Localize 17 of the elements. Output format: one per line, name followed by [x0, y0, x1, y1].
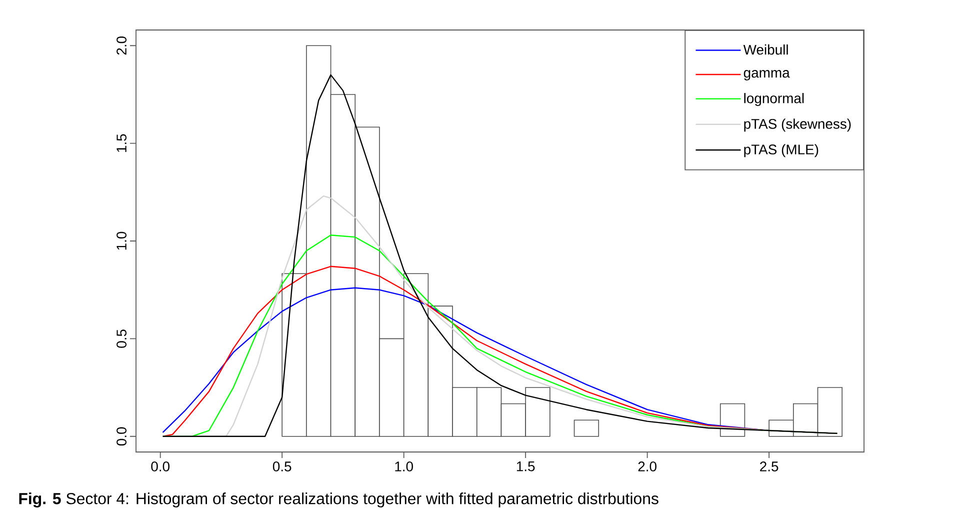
y-tick-label: 0.0 [116, 427, 126, 446]
legend-label: gamma [744, 70, 790, 80]
x-tick-label: 2.5 [760, 462, 778, 472]
x-tick-label: 2.0 [638, 462, 656, 472]
x-tick-label: 1.0 [395, 462, 413, 472]
y-tick-label: 1.0 [116, 232, 126, 250]
legend-label: pTAS (MLE) [744, 144, 818, 158]
x-tick-label: 1.5 [516, 462, 535, 472]
legend-label: Weibull [743, 44, 788, 55]
x-tick-label: 0.5 [272, 462, 292, 472]
legend-label: pTAS (skewness) [744, 118, 851, 132]
y-tick-label: 1.5 [116, 134, 126, 152]
x-tick-label: 0.0 [151, 462, 170, 472]
legend-label: lognormal [744, 93, 804, 106]
y-tick-label: 0.5 [116, 330, 126, 348]
y-tick-label: 2.0 [116, 36, 126, 55]
text: Fig. 5 Sector 4: Histogram of sector realizations together with fitted parametric distrbutions [19, 492, 658, 508]
